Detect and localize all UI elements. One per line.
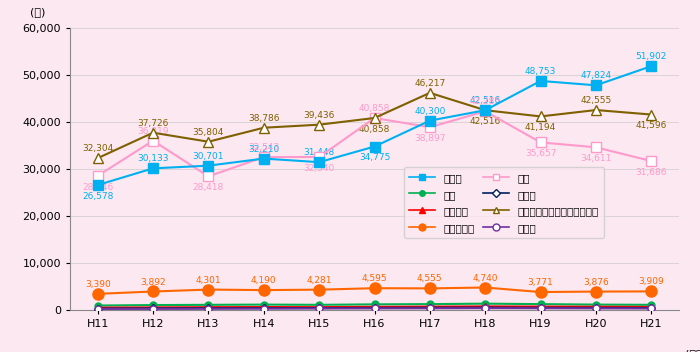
Text: 32,540: 32,540 bbox=[304, 164, 335, 173]
Text: 3,892: 3,892 bbox=[140, 277, 166, 287]
Text: 28,418: 28,418 bbox=[193, 183, 224, 192]
Text: 31,686: 31,686 bbox=[636, 168, 667, 177]
Text: 40,858: 40,858 bbox=[359, 104, 390, 113]
Text: 41,596: 41,596 bbox=[636, 121, 667, 131]
Text: 4,281: 4,281 bbox=[307, 276, 332, 285]
Text: 40,858: 40,858 bbox=[359, 125, 390, 134]
Text: 31,448: 31,448 bbox=[304, 148, 335, 157]
Text: 3,909: 3,909 bbox=[638, 277, 664, 287]
Text: 3,771: 3,771 bbox=[528, 278, 554, 287]
Text: 4,740: 4,740 bbox=[473, 274, 498, 283]
Text: 32,210: 32,210 bbox=[248, 145, 279, 153]
Text: 30,701: 30,701 bbox=[193, 152, 224, 161]
Text: 32,304: 32,304 bbox=[82, 144, 113, 153]
Legend: アジア, 中東, アフリカ, オセアニア, 北米, 中南米, ヨーロッパ（含ＮＩＳ諸国）, その他: アジア, 中東, アフリカ, オセアニア, 北米, 中南米, ヨーロッパ（含ＮＩ… bbox=[404, 167, 604, 238]
Text: 42,555: 42,555 bbox=[580, 96, 612, 105]
Text: 4,595: 4,595 bbox=[362, 274, 387, 283]
Text: 4,301: 4,301 bbox=[195, 276, 221, 285]
Text: 46,217: 46,217 bbox=[414, 79, 445, 88]
Text: 38,786: 38,786 bbox=[248, 114, 279, 123]
Text: 3,876: 3,876 bbox=[583, 278, 609, 287]
Text: 34,611: 34,611 bbox=[580, 154, 612, 163]
Text: 42,285: 42,285 bbox=[470, 98, 500, 106]
Text: 48,753: 48,753 bbox=[525, 67, 556, 76]
Text: 36,019: 36,019 bbox=[137, 127, 169, 136]
Text: 41,194: 41,194 bbox=[525, 123, 556, 132]
Text: 47,824: 47,824 bbox=[580, 71, 612, 80]
Text: 34,775: 34,775 bbox=[359, 153, 390, 162]
Text: 4,190: 4,190 bbox=[251, 276, 276, 285]
Text: 51,902: 51,902 bbox=[636, 52, 667, 61]
Text: 39,436: 39,436 bbox=[303, 111, 335, 120]
Text: 35,657: 35,657 bbox=[525, 149, 556, 158]
Text: 35,804: 35,804 bbox=[193, 128, 224, 137]
Text: 38,897: 38,897 bbox=[414, 134, 446, 143]
Text: 3,390: 3,390 bbox=[85, 280, 111, 289]
Text: 40,300: 40,300 bbox=[414, 107, 446, 116]
Text: 42,516: 42,516 bbox=[470, 117, 501, 126]
Text: 32,543: 32,543 bbox=[248, 143, 279, 152]
Text: (年度): (年度) bbox=[685, 349, 700, 352]
Text: 4,555: 4,555 bbox=[417, 275, 442, 283]
Text: 26,578: 26,578 bbox=[82, 192, 113, 201]
Text: 30,133: 30,133 bbox=[137, 155, 169, 163]
Text: 37,726: 37,726 bbox=[137, 119, 169, 128]
Text: (人): (人) bbox=[30, 7, 46, 17]
Text: 42,516: 42,516 bbox=[470, 96, 501, 105]
Text: 28,546: 28,546 bbox=[82, 183, 113, 192]
